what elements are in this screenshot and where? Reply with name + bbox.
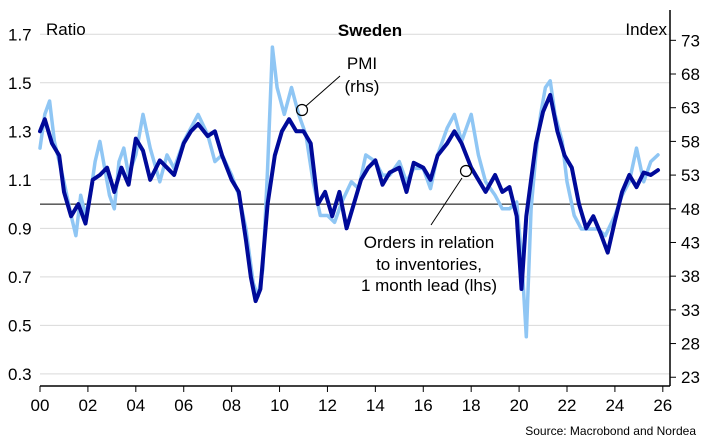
left-tick-label: 1.5	[8, 74, 32, 93]
x-tick-label: 24	[605, 396, 624, 415]
right-tick-label: 73	[681, 31, 700, 50]
x-tick-label: 16	[414, 396, 433, 415]
pmi-annotation-line-2: (rhs)	[345, 77, 380, 96]
x-tick-label: 14	[366, 396, 385, 415]
orders-annotation-leader	[430, 177, 463, 226]
right-tick-label: 28	[681, 335, 700, 354]
x-tick-label: 20	[510, 396, 529, 415]
x-tick-label: 08	[222, 396, 241, 415]
left-tick-label: 0.5	[8, 316, 32, 335]
pmi-annotation: PMI (rhs)	[295, 54, 380, 117]
orders-annotation-marker	[459, 164, 473, 178]
right-tick-label: 58	[681, 132, 700, 151]
axes	[40, 10, 671, 387]
series-lines	[38, 45, 660, 339]
orders-series-line	[38, 92, 660, 304]
x-tick-label: 18	[462, 396, 481, 415]
pmi-annotation-marker	[295, 103, 309, 117]
pmi-annotation-leader	[305, 75, 341, 107]
x-tick-label: 12	[318, 396, 337, 415]
left-tick-label: 1.1	[8, 171, 32, 190]
orders-annotation-line-1: Orders in relation	[364, 233, 494, 252]
x-tick-label: 10	[270, 396, 289, 415]
right-tick-label: 53	[681, 166, 700, 185]
orders-annotation-line-2: to inventories,	[376, 255, 482, 274]
right-tick-label: 23	[681, 368, 700, 387]
tick-labels: 1.7 1.5 1.3 1.1 0.9 0.7 0.5 0.3 73 68 63 58 53 48 43 38…	[8, 25, 700, 415]
left-tick-label: 0.3	[8, 365, 32, 384]
x-tick-label: 06	[174, 396, 193, 415]
left-tick-label: 0.7	[8, 268, 32, 287]
right-tick-label: 68	[681, 65, 700, 84]
orders-annotation: Orders in relation to inventories, 1 mon…	[361, 164, 497, 295]
right-tick-label: 33	[681, 301, 700, 320]
source-note: Source: Macrobond and Nordea	[525, 424, 696, 438]
right-axis-title: Index	[625, 20, 667, 39]
x-tick-label: 02	[78, 396, 97, 415]
left-axis-title: Ratio	[46, 20, 86, 39]
x-tick-label: 26	[653, 396, 672, 415]
x-tick-label: 22	[558, 396, 577, 415]
left-tick-label: 1.3	[8, 122, 32, 141]
x-tick-label: 00	[31, 396, 50, 415]
x-tick-label: 04	[126, 396, 145, 415]
left-tick-label: 1.7	[8, 25, 32, 44]
pmi-annotation-line-1: PMI	[347, 54, 377, 73]
right-tick-label: 48	[681, 200, 700, 219]
right-tick-label: 63	[681, 99, 700, 118]
left-tick-label: 0.9	[8, 219, 32, 238]
right-tick-label: 43	[681, 233, 700, 252]
right-tick-label: 38	[681, 267, 700, 286]
orders-annotation-line-3: 1 month lead (lhs)	[361, 276, 497, 295]
chart-title: Sweden	[338, 21, 402, 40]
